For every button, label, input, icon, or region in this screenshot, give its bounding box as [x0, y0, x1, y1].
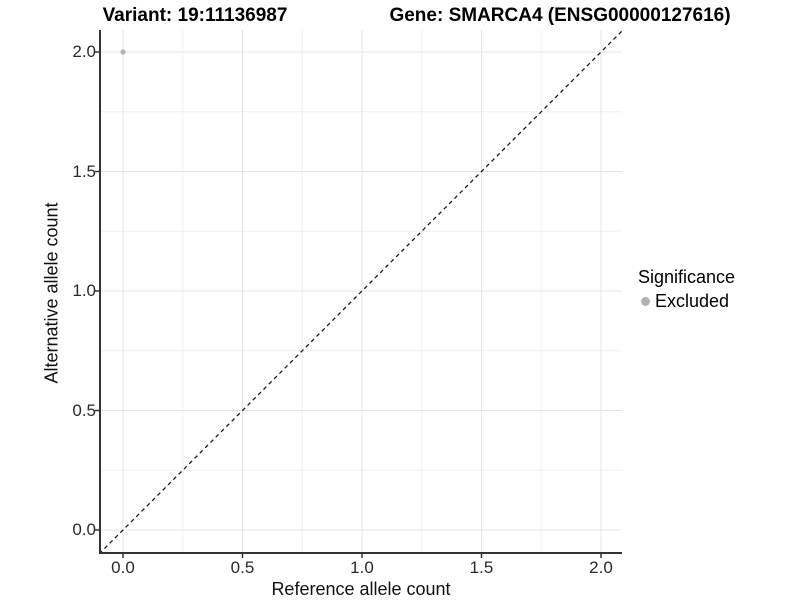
- x-tick-label: 0.0: [111, 558, 135, 577]
- y-tick-label: 0.0: [72, 520, 96, 539]
- data-point: [120, 49, 126, 55]
- y-axis-title: Alternative allele count: [41, 202, 62, 384]
- y-tick-label: 1.5: [72, 161, 96, 181]
- y-tick-label: 2.0: [72, 42, 96, 61]
- x-tick-label: 2.0: [589, 558, 613, 577]
- y-tick-label: 1.0: [72, 281, 96, 300]
- legend-title: Significance: [638, 267, 736, 287]
- x-axis-title: Reference allele count: [271, 579, 451, 599]
- identity-dashed-line: [100, 30, 622, 553]
- legend-item: Excluded: [638, 291, 735, 312]
- x-tick-label: 1.5: [469, 558, 494, 577]
- legend-items: Excluded: [638, 291, 735, 312]
- gene-title: Gene: SMARCA4 (ENSG00000127616): [389, 5, 731, 26]
- variant-title: Variant: 19:11136987: [102, 5, 288, 26]
- x-tick-label: 0.5: [230, 558, 255, 577]
- y-tick-label: 0.5: [72, 400, 96, 420]
- legend: Significance Excluded: [638, 267, 735, 312]
- x-tick-label: 1.0: [350, 558, 374, 577]
- legend-point-icon: [641, 297, 650, 306]
- legend-item-label: Excluded: [655, 291, 730, 311]
